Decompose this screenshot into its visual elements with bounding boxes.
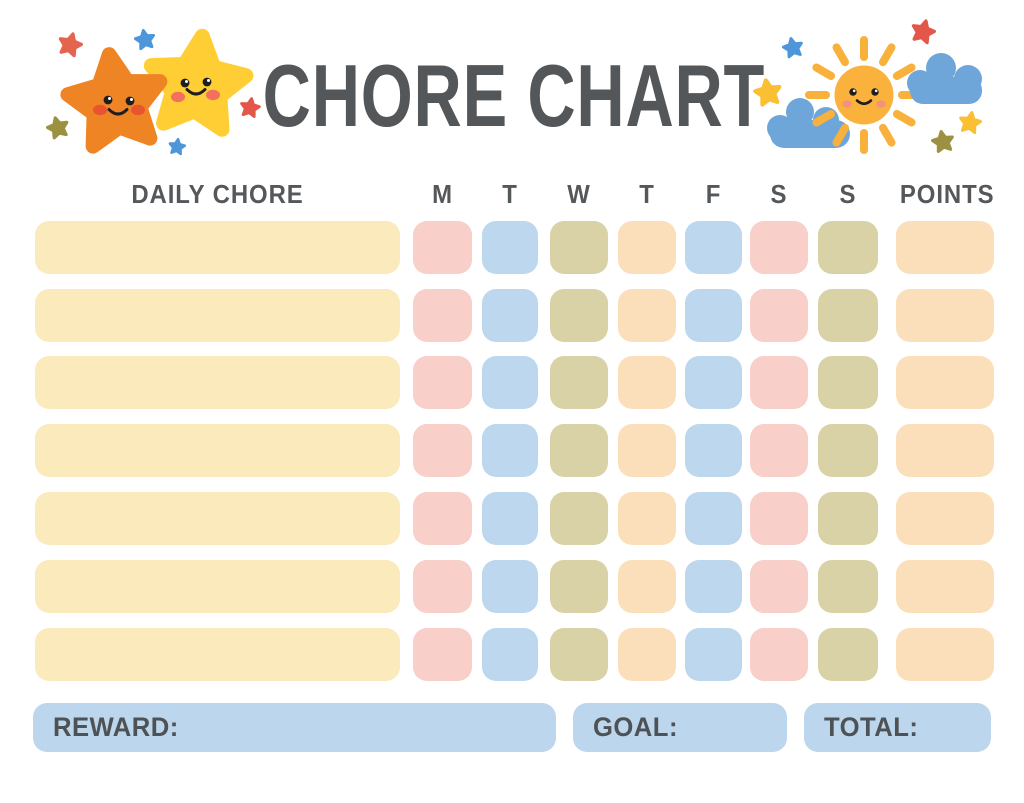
day-cell[interactable] <box>413 221 472 274</box>
cloud-icon <box>907 53 982 104</box>
day-cell[interactable] <box>550 289 608 342</box>
reward-label: REWARD: <box>52 712 179 742</box>
day-cell[interactable] <box>550 560 608 613</box>
chore-name-cell[interactable] <box>35 289 400 342</box>
day-cell[interactable] <box>750 560 808 613</box>
total-box[interactable]: TOTAL: <box>804 703 991 752</box>
day-cell[interactable] <box>618 221 676 274</box>
day-cell[interactable] <box>685 560 742 613</box>
day-cell[interactable] <box>413 356 472 409</box>
column-header-day-5: F <box>705 179 722 209</box>
day-cell[interactable] <box>818 289 878 342</box>
reward-box[interactable]: REWARD: <box>33 703 556 752</box>
day-cell[interactable] <box>618 356 676 409</box>
day-cell[interactable] <box>618 560 676 613</box>
day-cell[interactable] <box>685 221 742 274</box>
day-cell[interactable] <box>685 289 742 342</box>
column-header-day-2: T <box>502 179 518 209</box>
chore-name-cell[interactable] <box>35 356 400 409</box>
day-cell[interactable] <box>750 356 808 409</box>
day-cell[interactable] <box>550 424 608 477</box>
points-cell[interactable] <box>896 560 994 613</box>
day-cell[interactable] <box>482 628 538 681</box>
day-cell[interactable] <box>550 492 608 545</box>
chore-name-cell[interactable] <box>35 492 400 545</box>
day-cell[interactable] <box>550 356 608 409</box>
page-title: CHORE CHART <box>262 46 766 145</box>
chore-name-cell[interactable] <box>35 628 400 681</box>
points-cell[interactable] <box>896 221 994 274</box>
day-cell[interactable] <box>750 289 808 342</box>
day-cell[interactable] <box>818 221 878 274</box>
day-cell[interactable] <box>550 628 608 681</box>
day-cell[interactable] <box>482 492 538 545</box>
column-header-day-1: M <box>432 179 453 209</box>
points-cell[interactable] <box>896 492 994 545</box>
column-header-day-7: S <box>839 179 857 209</box>
day-cell[interactable] <box>750 492 808 545</box>
column-header-daily-chore: DAILY CHORE <box>131 179 304 209</box>
column-header-day-4: T <box>639 179 655 209</box>
day-cell[interactable] <box>413 289 472 342</box>
chore-name-cell[interactable] <box>35 424 400 477</box>
day-cell[interactable] <box>818 628 878 681</box>
total-label: TOTAL: <box>823 712 919 742</box>
day-cell[interactable] <box>818 560 878 613</box>
column-header-day-6: S <box>770 179 788 209</box>
day-cell[interactable] <box>750 628 808 681</box>
day-cell[interactable] <box>482 289 538 342</box>
day-cell[interactable] <box>618 628 676 681</box>
points-cell[interactable] <box>896 289 994 342</box>
chore-name-cell[interactable] <box>35 560 400 613</box>
day-cell[interactable] <box>482 560 538 613</box>
points-cell[interactable] <box>896 356 994 409</box>
day-cell[interactable] <box>618 492 676 545</box>
stars-decoration <box>44 18 262 180</box>
orange-star-face-icon <box>63 48 168 149</box>
goal-label: GOAL: <box>592 712 678 742</box>
points-cell[interactable] <box>896 424 994 477</box>
chore-name-cell[interactable] <box>35 221 400 274</box>
sun-face-icon <box>805 36 923 154</box>
day-cell[interactable] <box>750 221 808 274</box>
day-cell[interactable] <box>685 628 742 681</box>
day-cell[interactable] <box>413 492 472 545</box>
day-cell[interactable] <box>818 492 878 545</box>
day-cell[interactable] <box>550 221 608 274</box>
day-cell[interactable] <box>618 424 676 477</box>
day-cell[interactable] <box>413 628 472 681</box>
day-cell[interactable] <box>818 356 878 409</box>
goal-box[interactable]: GOAL: <box>573 703 787 752</box>
day-cell[interactable] <box>685 492 742 545</box>
day-cell[interactable] <box>413 424 472 477</box>
yellow-star-face-icon <box>145 31 249 131</box>
points-cell[interactable] <box>896 628 994 681</box>
day-cell[interactable] <box>750 424 808 477</box>
column-header-points: POINTS <box>899 179 995 209</box>
day-cell[interactable] <box>482 356 538 409</box>
day-cell[interactable] <box>818 424 878 477</box>
day-cell[interactable] <box>413 560 472 613</box>
cloud-icon <box>767 98 850 148</box>
day-cell[interactable] <box>482 424 538 477</box>
day-cell[interactable] <box>618 289 676 342</box>
column-header-day-3: W <box>567 179 591 209</box>
day-cell[interactable] <box>685 424 742 477</box>
day-cell[interactable] <box>482 221 538 274</box>
sun-clouds-decoration <box>751 16 984 154</box>
day-cell[interactable] <box>685 356 742 409</box>
